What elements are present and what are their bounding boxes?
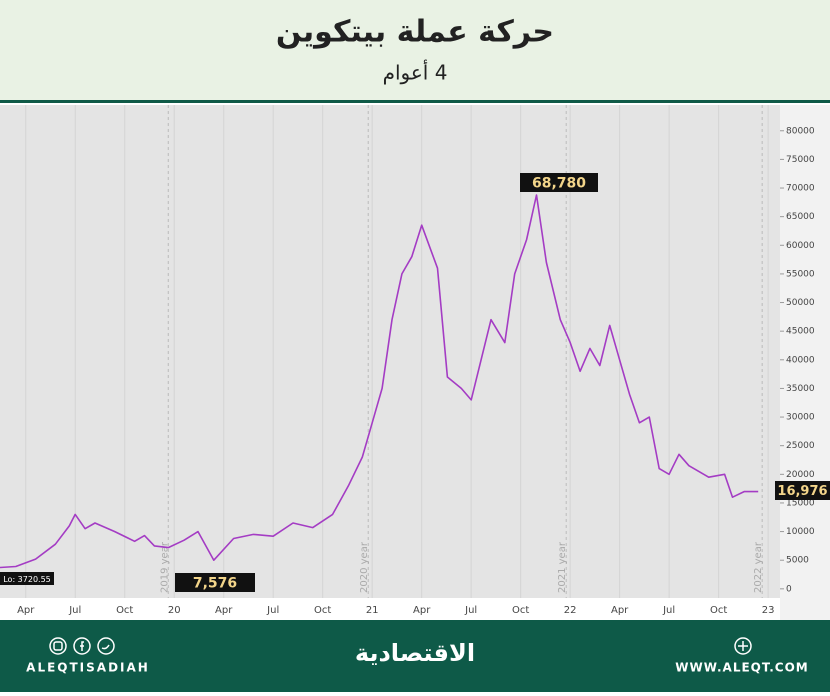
plot-bg bbox=[0, 105, 780, 598]
x-tick-label: Oct bbox=[710, 605, 727, 616]
year-label: 2022 year bbox=[753, 541, 764, 593]
year-label: 2020 year bbox=[359, 541, 370, 593]
y-tick-label: 10000 bbox=[786, 527, 815, 537]
y-tick-label: 30000 bbox=[786, 413, 815, 423]
chart-title: حركة عملة بيتكوين bbox=[276, 15, 554, 50]
x-tick-label: Oct bbox=[314, 605, 331, 616]
annotation-label: 16,976 bbox=[777, 484, 827, 499]
footer-bg bbox=[0, 620, 830, 692]
header-rule bbox=[0, 100, 830, 103]
y-tick-label: 60000 bbox=[786, 241, 815, 251]
y-tick-label: 20000 bbox=[786, 470, 815, 480]
x-tick-label: Oct bbox=[116, 605, 133, 616]
x-tick-label: Jul bbox=[266, 605, 279, 616]
annotation-label: Lo: 3720.55 bbox=[3, 575, 51, 584]
y-tick-label: 15000 bbox=[786, 498, 815, 508]
annotation-box bbox=[775, 481, 830, 500]
y-tick-label: 25000 bbox=[786, 441, 815, 451]
y-tick-label: 70000 bbox=[786, 184, 815, 194]
x-tick-label: Jul bbox=[68, 605, 81, 616]
y-tick-label: 65000 bbox=[786, 212, 815, 222]
axis-bg bbox=[780, 105, 830, 620]
annotation-box bbox=[520, 173, 598, 192]
y-tick-label: 5000 bbox=[786, 556, 809, 566]
annotation-box bbox=[175, 573, 255, 592]
web-icon bbox=[734, 637, 752, 655]
social-icons bbox=[49, 637, 752, 655]
annotation-box bbox=[0, 572, 54, 585]
y-tick-label: 40000 bbox=[786, 355, 815, 365]
y-tick-label: 45000 bbox=[786, 327, 815, 337]
twitter-icon bbox=[97, 637, 115, 655]
x-tick-label: 21 bbox=[366, 605, 379, 616]
footer-logo: الاقتصادية bbox=[355, 639, 475, 667]
y-tick-label: 35000 bbox=[786, 384, 815, 394]
y-tick-label: 55000 bbox=[786, 269, 815, 279]
y-tick-label: 75000 bbox=[786, 155, 815, 165]
x-tick-label: Oct bbox=[512, 605, 529, 616]
year-label: 2019 year bbox=[159, 541, 170, 593]
x-tick-label: Apr bbox=[611, 605, 629, 616]
x-tick-label: 22 bbox=[564, 605, 577, 616]
annotation-label: 7,576 bbox=[193, 576, 237, 592]
footer-website: WWW.ALEQT.COM bbox=[675, 661, 809, 675]
x-tick-label: 23 bbox=[762, 605, 775, 616]
x-tick-label: 20 bbox=[168, 605, 181, 616]
x-tick-label: Jul bbox=[662, 605, 675, 616]
y-tick-label: 0 bbox=[786, 584, 792, 594]
price-line bbox=[0, 194, 759, 569]
x-tick-label: Jul bbox=[464, 605, 477, 616]
year-label: 2021 year bbox=[557, 541, 568, 593]
instagram-icon bbox=[49, 637, 67, 655]
x-tick-label: Apr bbox=[413, 605, 431, 616]
facebook-icon bbox=[73, 637, 91, 655]
x-tick-label: Apr bbox=[17, 605, 35, 616]
x-tick-label: Apr bbox=[215, 605, 233, 616]
header-bg bbox=[0, 0, 830, 101]
annotation-label: 68,780 bbox=[532, 176, 586, 192]
chart-subtitle: 4 أعوام bbox=[383, 60, 448, 85]
y-tick-label: 80000 bbox=[786, 126, 815, 136]
y-tick-label: 50000 bbox=[786, 298, 815, 308]
footer-handle: ALEQTISADIAH bbox=[26, 661, 150, 675]
